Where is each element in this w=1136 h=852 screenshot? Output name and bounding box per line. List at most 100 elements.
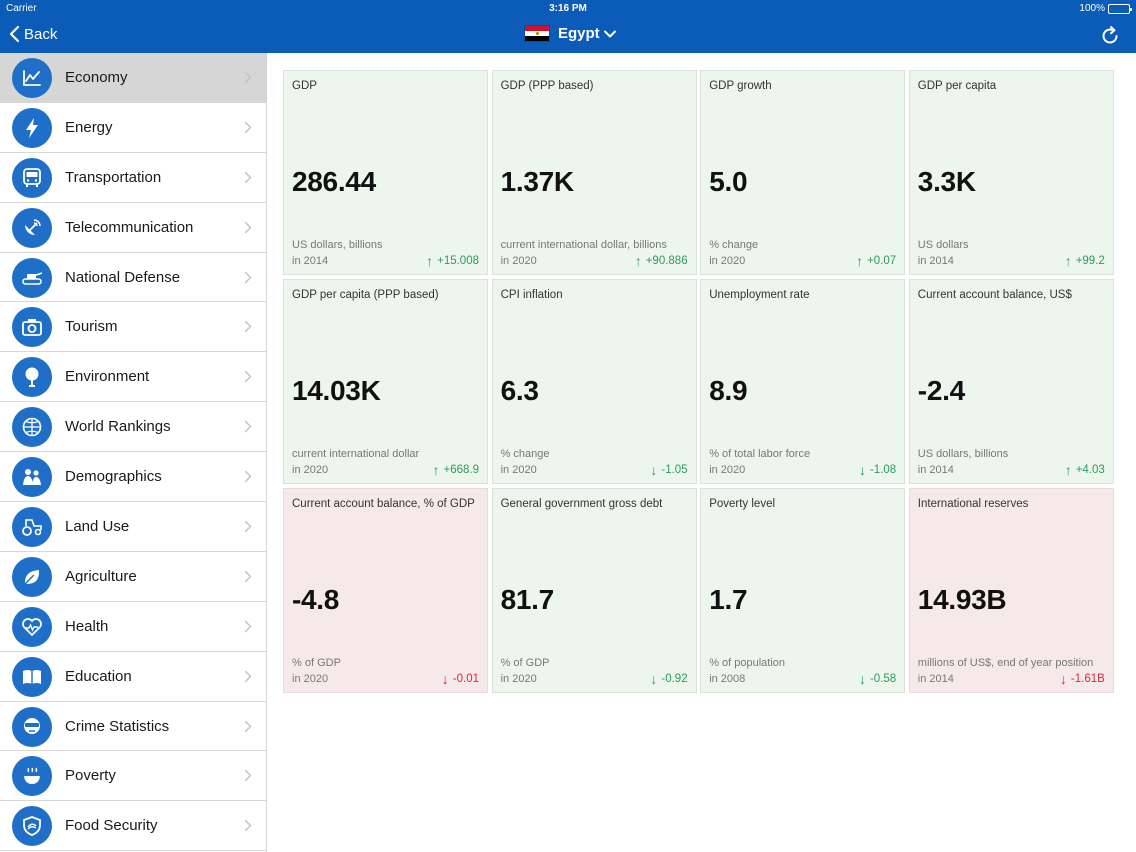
indicator-card-general-government-gross-debt[interactable]: General government gross debt 81.7 % of GD… xyxy=(491,488,697,693)
indicator-change-value: -1.08 xyxy=(869,464,897,476)
indicator-card-current-account-balance-us[interactable]: Current account balance, US$ -2.4 US dolla… xyxy=(908,279,1114,484)
indicator-change: ↓ -0.58 xyxy=(859,672,896,686)
trend-arrow-icon: ↑ xyxy=(856,253,864,269)
sidebar-item-tourism[interactable]: Tourism xyxy=(0,302,266,353)
sidebar-item-economy[interactable]: Economy xyxy=(0,53,266,103)
sidebar-item-land-use[interactable]: Land Use xyxy=(0,502,266,552)
indicator-year: in 2020 xyxy=(709,464,746,476)
sidebar-item-environment[interactable]: Environment xyxy=(0,352,266,403)
chevron-down-icon xyxy=(603,30,616,37)
chevron-right-icon xyxy=(244,371,252,383)
battery-percent: 100% xyxy=(1079,3,1105,14)
sidebar-item-label: Telecommunication xyxy=(65,218,194,236)
sidebar-item-label: World Rankings xyxy=(65,418,171,436)
indicator-change: ↑ +15.008 xyxy=(426,254,479,268)
sidebar-item-crime-statistics[interactable]: Crime Statistics xyxy=(0,702,266,752)
indicator-card-poverty-level[interactable]: Poverty level 1.7 % of population in 2008 ↓ -… xyxy=(700,488,906,693)
chevron-right-icon xyxy=(244,570,252,583)
sidebar-item-energy[interactable]: Energy xyxy=(0,103,266,153)
shield-icon xyxy=(12,806,52,847)
indicator-value: 286.44 xyxy=(292,166,376,197)
sidebar-item-food-security[interactable]: Food Security xyxy=(0,801,266,852)
indicator-card-gdp-per-capita[interactable]: GDP per capita 3.3K US dollars in 2014 ↑ +99.… xyxy=(908,70,1114,275)
trend-arrow-icon: ↓ xyxy=(1059,671,1067,687)
indicator-unit: current international dollar, billions xyxy=(500,239,667,251)
indicator-change-value: -0.58 xyxy=(869,673,897,685)
indicator-value: 14.93B xyxy=(917,584,1007,615)
indicator-value: 1.37K xyxy=(500,166,575,197)
chevron-right-icon xyxy=(244,71,252,84)
egypt-flag-icon xyxy=(524,25,550,42)
sidebar-item-label: National Defense xyxy=(65,268,181,286)
sidebar-item-transportation[interactable]: Transportation xyxy=(0,153,266,203)
indicator-unit: % of population xyxy=(709,657,786,669)
indicator-title: Poverty level xyxy=(709,498,776,510)
people-icon xyxy=(12,457,52,498)
indicator-card-gdp[interactable]: GDP 286.44 US dollars, billions in 2014 ↑ +15… xyxy=(283,70,488,275)
indicator-year: in 2020 xyxy=(500,255,537,267)
indicator-change-value: +15.008 xyxy=(437,255,479,267)
sidebar-item-world-rankings[interactable]: World Rankings xyxy=(0,402,266,453)
indicator-title: Current account balance, % of GDP xyxy=(292,498,475,510)
battery-icon xyxy=(1108,3,1132,14)
indicator-year: in 2008 xyxy=(709,673,746,685)
indicator-value: 6.3 xyxy=(500,375,539,406)
sidebar-item-telecommunication[interactable]: Telecommunication xyxy=(0,203,266,253)
sidebar-item-health[interactable]: Health xyxy=(0,602,266,652)
indicator-value: 5.0 xyxy=(709,166,748,197)
indicator-unit: % change xyxy=(500,448,550,460)
indicator-change-value: -1.61B xyxy=(1070,673,1105,685)
indicator-year: in 2014 xyxy=(917,673,954,685)
sidebar-item-poverty[interactable]: Poverty xyxy=(0,751,266,802)
indicator-title: International reserves xyxy=(917,498,1029,510)
tank-icon xyxy=(12,257,52,298)
indicator-card-unemployment-rate[interactable]: Unemployment rate 8.9 % of total labor for… xyxy=(700,279,906,484)
indicator-change: ↑ +668.9 xyxy=(433,463,480,477)
sidebar-item-education[interactable]: Education xyxy=(0,652,266,702)
indicator-card-international-reserves[interactable]: International reserves 14.93B millions of … xyxy=(908,488,1114,693)
heart-icon xyxy=(12,606,52,647)
indicator-year: in 2020 xyxy=(500,464,537,476)
indicator-value: 3.3K xyxy=(917,166,976,197)
indicator-change-value: +0.07 xyxy=(867,255,897,267)
indicator-change: ↓ -1.08 xyxy=(859,463,896,477)
chevron-right-icon xyxy=(244,171,252,184)
indicator-unit: US dollars xyxy=(917,239,969,251)
indicator-value: -4.8 xyxy=(292,584,340,615)
trend-arrow-icon: ↑ xyxy=(1064,253,1072,269)
indicator-year: in 2020 xyxy=(292,464,329,476)
indicator-unit: US dollars, billions xyxy=(292,239,383,251)
chevron-right-icon xyxy=(244,670,252,682)
indicator-year: in 2014 xyxy=(292,255,329,267)
sidebar-item-label: Economy xyxy=(65,68,128,86)
indicator-card-gdp-per-capita-ppp-based[interactable]: GDP per capita (PPP based) 14.03K current … xyxy=(283,279,488,484)
back-button[interactable]: Back xyxy=(8,25,57,43)
chevron-right-icon xyxy=(244,121,252,134)
indicator-change-value: +668.9 xyxy=(443,464,480,476)
sidebar-item-demographics[interactable]: Demographics xyxy=(0,452,266,503)
indicator-change: ↑ +0.07 xyxy=(856,254,896,268)
refresh-icon[interactable] xyxy=(1100,26,1120,46)
camera-icon xyxy=(12,307,52,348)
indicator-change-value: +4.03 xyxy=(1075,464,1105,476)
back-label: Back xyxy=(24,25,58,43)
chevron-right-icon xyxy=(244,820,252,832)
sidebar-item-label: Health xyxy=(65,617,109,635)
sidebar-item-agriculture[interactable]: Agriculture xyxy=(0,552,266,602)
indicator-value: 1.7 xyxy=(709,584,748,615)
sidebar-item-label: Education xyxy=(65,667,132,685)
indicator-card-cpi-inflation[interactable]: CPI inflation 6.3 % change in 2020 ↓ -1.05 xyxy=(491,279,697,484)
sidebar-item-label: Transportation xyxy=(65,168,162,186)
status-bar: Carrier 3:16 PM 100% xyxy=(0,0,1136,18)
indicator-card-gdp-ppp-based[interactable]: GDP (PPP based) 1.37K current internationa… xyxy=(491,70,697,275)
indicator-value: -2.4 xyxy=(917,375,965,406)
sidebar-item-national-defense[interactable]: National Defense xyxy=(0,253,266,303)
indicator-card-gdp-growth[interactable]: GDP growth 5.0 % change in 2020 ↑ +0.07 xyxy=(700,70,906,275)
indicator-title: GDP (PPP based) xyxy=(500,80,594,92)
sidebar-item-label: Crime Statistics xyxy=(65,717,170,735)
indicator-change: ↓ -0.92 xyxy=(650,672,687,686)
battery-indicator: 100% xyxy=(1079,3,1132,14)
country-selector[interactable]: Egypt xyxy=(524,25,616,42)
indicator-card-current-account-balance-of-gdp[interactable]: Current account balance, % of GDP -4.8 % o… xyxy=(283,488,488,693)
trend-arrow-icon: ↓ xyxy=(858,462,866,478)
